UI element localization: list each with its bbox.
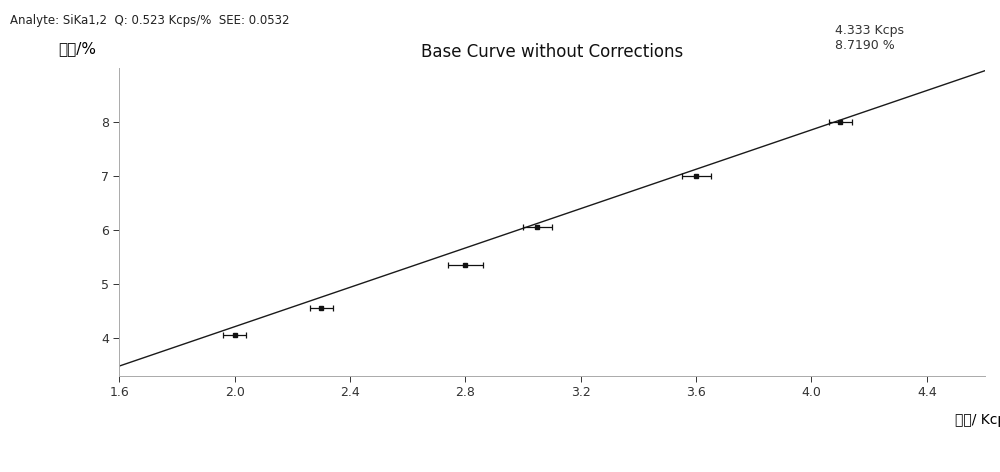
X-axis label: 强度/ Kcps: 强度/ Kcps: [955, 413, 1000, 427]
Text: 4.333 Kcps
8.7190 %: 4.333 Kcps 8.7190 %: [835, 24, 904, 51]
Text: Analyte: SiKa1,2  Q: 0.523 Kcps/%  SEE: 0.0532: Analyte: SiKa1,2 Q: 0.523 Kcps/% SEE: 0.…: [10, 14, 290, 27]
Text: 含量/%: 含量/%: [59, 41, 97, 56]
Title: Base Curve without Corrections: Base Curve without Corrections: [421, 43, 683, 61]
